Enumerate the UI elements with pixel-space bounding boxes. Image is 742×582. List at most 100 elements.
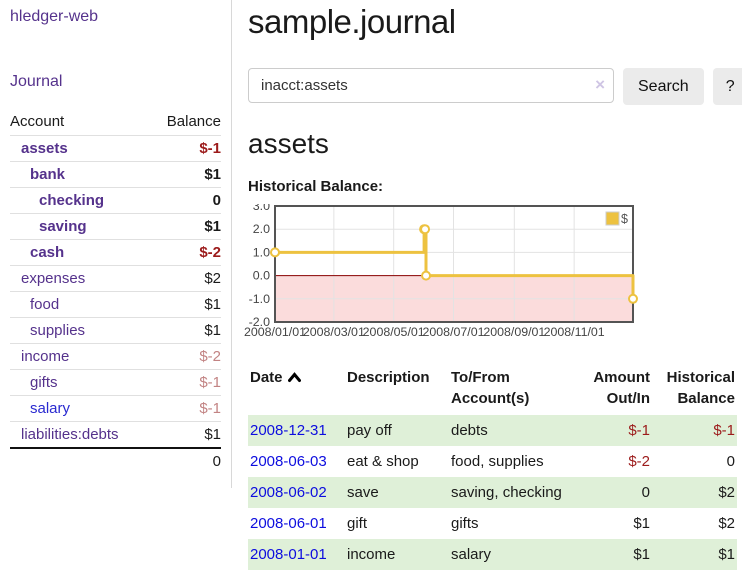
accounts-total-row: 0 [10, 447, 221, 474]
register-row: 2008-06-02 save saving, checking 0 $2 [248, 477, 737, 508]
svg-text:2008/07/01: 2008/07/01 [423, 325, 485, 339]
account-link[interactable]: gifts [30, 374, 58, 391]
account-row: supplies $1 [10, 317, 221, 344]
register-header-date[interactable]: Date [248, 365, 345, 415]
register-row: 2008-01-01 income salary $1 $1 [248, 539, 737, 570]
page-title: sample.journal [248, 3, 456, 40]
register-date-cell: 2008-12-31 [248, 415, 345, 446]
register-header-to-from: To/From Account(s) [451, 369, 530, 407]
register-description-cell: gift [347, 515, 368, 532]
register-description-cell: pay off [347, 422, 392, 439]
sort-ascending-icon [287, 372, 301, 382]
transaction-date-link[interactable]: 2008-06-02 [250, 484, 327, 501]
register-row: 2008-12-31 pay off debts $-1 $-1 [248, 415, 737, 446]
register-balance-cell: 0 [726, 453, 735, 470]
register-date-cell: 2008-01-01 [248, 539, 345, 570]
account-link[interactable]: checking [39, 192, 105, 209]
app-title-link[interactable]: hledger-web [10, 8, 99, 25]
register-amount-cell: $1 [633, 515, 650, 532]
account-row: bank $1 [10, 161, 221, 188]
search-button[interactable]: Search [623, 68, 704, 105]
account-link[interactable]: liabilities:debts [21, 426, 119, 443]
account-balance: $-2 [150, 343, 221, 370]
accounts-header-balance: Balance [166, 113, 221, 130]
svg-text:1.0: 1.0 [253, 245, 270, 259]
account-link[interactable]: saving [39, 218, 87, 235]
svg-text:$: $ [621, 212, 628, 226]
register-amount-cell: 0 [641, 484, 650, 501]
accounts-table-body: assets $-1 bank $1 checking 0 saving $1 cash $-2 e… [10, 135, 221, 448]
register-accounts-cell: food, supplies [451, 453, 544, 470]
account-row: assets $-1 [10, 135, 221, 162]
account-balance: $1 [150, 213, 221, 240]
chart-label: Historical Balance: [248, 178, 384, 195]
account-row: saving $1 [10, 213, 221, 240]
account-link[interactable]: food [30, 296, 60, 313]
account-balance: $-1 [150, 395, 221, 422]
account-link[interactable]: expenses [21, 270, 86, 287]
account-row: cash $-2 [10, 239, 221, 266]
svg-text:-2.0: -2.0 [249, 315, 270, 329]
svg-text:3.0: 3.0 [253, 204, 270, 213]
account-balance: $1 [150, 291, 221, 318]
account-row: expenses $2 [10, 265, 221, 292]
svg-text:2008/01/01: 2008/01/01 [244, 325, 306, 339]
register-description-cell: save [347, 484, 379, 501]
register-balance-cell: $2 [718, 515, 735, 532]
register-header-row: Date Description To/From Account(s) Amount Ou… [248, 365, 737, 415]
account-link[interactable]: income [21, 348, 70, 365]
register-description-cell: eat & shop [347, 453, 419, 470]
sidebar-item-journal[interactable]: Journal [10, 73, 63, 90]
search-input-wrap: × [248, 68, 614, 105]
account-link[interactable]: salary [30, 400, 71, 417]
account-balance: $1 [150, 317, 221, 344]
register-table: Date Description To/From Account(s) Amount Ou… [248, 365, 737, 570]
register-amount-cell: $1 [633, 546, 650, 563]
svg-text:2.0: 2.0 [253, 222, 270, 236]
account-balance: $-1 [150, 135, 221, 162]
account-row: gifts $-1 [10, 369, 221, 396]
register-accounts-cell: debts [451, 422, 488, 439]
account-balance: $-1 [150, 369, 221, 396]
accounts-total-value: 0 [150, 447, 221, 474]
svg-text:2008/11/01: 2008/11/01 [544, 325, 605, 339]
account-balance: $1 [150, 421, 221, 448]
transaction-date-link[interactable]: 2008-12-31 [250, 422, 327, 439]
account-balance: $-2 [150, 239, 221, 266]
main-content: sample.journal × Search ? assets Histori… [232, 0, 742, 570]
historical-balance-chart: 2008/01/012008/03/012008/05/012008/07/01… [244, 204, 638, 339]
sidebar: hledger-web Journal Account Balance asse… [0, 0, 232, 488]
account-balance: 0 [150, 187, 221, 214]
transaction-date-link[interactable]: 2008-01-01 [250, 546, 327, 563]
register-description-cell: income [347, 546, 396, 563]
register-accounts-cell: salary [451, 546, 492, 563]
account-link[interactable]: supplies [30, 322, 86, 339]
svg-text:-1.0: -1.0 [249, 292, 270, 306]
account-link[interactable]: assets [21, 140, 68, 157]
search-input[interactable] [248, 68, 614, 103]
register-date-cell: 2008-06-03 [248, 446, 345, 477]
register-header-historical: Historical Balance [666, 369, 735, 407]
transaction-date-link[interactable]: 2008-06-03 [250, 453, 327, 470]
account-link[interactable]: bank [30, 166, 66, 183]
account-row: checking 0 [10, 187, 221, 214]
register-date-cell: 2008-06-02 [248, 477, 345, 508]
svg-text:0.0: 0.0 [253, 269, 270, 283]
register-amount-cell: $-1 [628, 422, 650, 439]
search-bar: × Search ? [248, 68, 742, 105]
account-balance: $2 [150, 265, 221, 292]
clear-search-icon[interactable]: × [595, 75, 605, 94]
help-button[interactable]: ? [712, 68, 742, 105]
account-link[interactable]: cash [30, 244, 65, 261]
register-row: 2008-06-01 gift gifts $1 $2 [248, 508, 737, 539]
svg-text:2008/03/01: 2008/03/01 [303, 325, 365, 339]
register-table-body: 2008-12-31 pay off debts $-1 $-1 2008-06-03 ea… [248, 415, 737, 570]
register-accounts-cell: saving, checking [451, 484, 562, 501]
register-date-cell: 2008-06-01 [248, 508, 345, 539]
register-accounts-cell: gifts [451, 515, 479, 532]
transaction-date-link[interactable]: 2008-06-01 [250, 515, 327, 532]
register-balance-cell: $1 [718, 546, 735, 563]
svg-text:2008/05/01: 2008/05/01 [363, 325, 425, 339]
account-row: food $1 [10, 291, 221, 318]
account-row: income $-2 [10, 343, 221, 370]
